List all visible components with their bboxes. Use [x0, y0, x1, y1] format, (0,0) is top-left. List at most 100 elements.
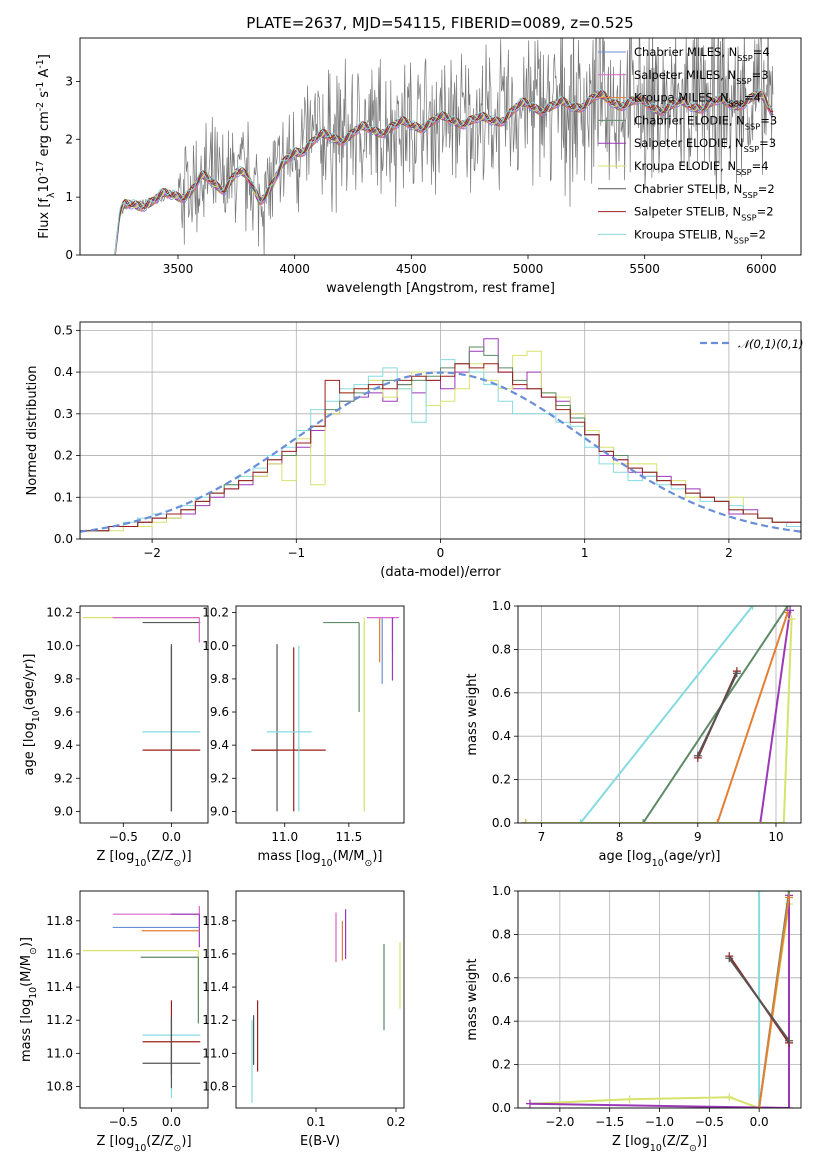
plus-marker: [785, 1036, 794, 1045]
axes-frame: [235, 890, 405, 1109]
mass-weight-line: [529, 895, 790, 1108]
gaussian-reference-line: [80, 371, 801, 533]
y-tick-label: 10.0: [46, 639, 73, 653]
x-tick-label: −0.5: [109, 1115, 138, 1129]
x-tick-label: 9: [694, 830, 702, 844]
mass-weight-plot: [521, 606, 796, 823]
x-tick-label: 1: [581, 546, 589, 560]
plus-marker: [786, 606, 795, 615]
plus-marker: [755, 1104, 764, 1108]
y-tick-label: 9.6: [210, 705, 229, 719]
y-tick-label: 1.0: [492, 599, 511, 613]
y-tick-label: 9.4: [54, 738, 73, 752]
y-tick-label: 0.0: [54, 532, 73, 546]
mass-weight-line: [525, 612, 789, 823]
x-tick-label: 0.0: [750, 1115, 769, 1129]
y-tick-label: 0.3: [54, 407, 73, 421]
y-tick-label: 10.2: [46, 606, 73, 620]
x-axis-label: Z [log10(Z/Z⊙)]: [96, 849, 191, 869]
x-tick-label: 0.1: [306, 1115, 325, 1129]
y-tick-label: 9.2: [54, 771, 73, 785]
plus-marker: [576, 819, 585, 823]
y-tick-label: 10.2: [202, 606, 229, 620]
x-tick-label: 3500: [163, 262, 194, 276]
y-tick-label: 9.0: [54, 804, 73, 818]
x-tick-label: 11.0: [271, 830, 298, 844]
y-tick-label: 9.8: [54, 672, 73, 686]
x-axis-label: mass [log10(M/M⊙)]: [258, 849, 383, 869]
x-tick-label: 10: [768, 830, 783, 844]
axes-frame: [235, 605, 405, 824]
axes-frame: [79, 37, 802, 256]
model-fit-line: [114, 89, 773, 255]
y-tick-label: 0.6: [492, 686, 511, 700]
observed-spectrum-line: [114, 38, 774, 255]
x-tick-label: −1.0: [645, 1115, 674, 1129]
spectrum-plot: [114, 38, 774, 255]
axes-layer: [76, 37, 802, 1112]
y-tick-label: 0.8: [492, 642, 511, 656]
plus-marker: [521, 819, 530, 823]
x-tick-label: 0.2: [386, 1115, 405, 1129]
legend-label: Chabrier MILES, NSSP=4: [634, 45, 770, 63]
x-tick-label: 5500: [629, 262, 660, 276]
y-tick-label: 9.8: [210, 672, 229, 686]
errorbar-plot: [251, 909, 401, 1104]
errorbar-plot: [82, 905, 201, 1099]
plus-marker: [625, 1095, 634, 1104]
y-tick-label: 10.0: [202, 639, 229, 653]
y-tick-label: 3: [65, 74, 73, 88]
y-axis-label: mass weight: [465, 958, 480, 1040]
y-tick-label: 0.4: [492, 1014, 511, 1028]
legend-label: 𝒩(0,1)(0,1): [738, 337, 804, 351]
y-tick-label: 11.4: [202, 980, 229, 994]
y-tick-label: 0.4: [54, 365, 73, 379]
axes-frame: [79, 321, 802, 540]
plus-marker: [779, 819, 788, 823]
y-tick-label: 10.8: [202, 1079, 229, 1093]
x-axis-label: wavelength [Angstrom, rest frame]: [326, 281, 555, 296]
x-tick-label: 8: [616, 830, 624, 844]
x-tick-label: 4000: [279, 262, 310, 276]
plus-marker: [748, 606, 757, 610]
plus-marker: [756, 819, 765, 823]
x-tick-label: 7: [538, 830, 546, 844]
x-axis-label: (data-model)/error: [380, 565, 501, 580]
plus-marker: [755, 891, 764, 895]
x-axis-label: Z [log10(Z/Z⊙)]: [612, 1134, 707, 1154]
histogram-step: [80, 363, 801, 539]
mass-weight-line: [696, 672, 738, 757]
mass-weight-line: [758, 897, 790, 1108]
legend-label: Kroupa MILES, NSSP=4: [634, 91, 761, 109]
legend-label: Kroupa STELIB, NSSP=2: [634, 227, 766, 245]
x-tick-label: 11.5: [335, 830, 362, 844]
y-axis-label: mass [log10(M/M⊙)]: [19, 937, 39, 1062]
y-tick-label: 0.4: [492, 729, 511, 743]
y-tick-label: 11.6: [46, 947, 73, 961]
axes-frame: [79, 605, 209, 824]
plus-marker: [725, 1093, 734, 1102]
plus-marker: [693, 751, 702, 760]
legend-label: Chabrier ELODIE, NSSP=3: [634, 113, 777, 131]
plus-marker: [725, 954, 734, 963]
y-tick-label: 0.2: [492, 1058, 511, 1072]
x-tick-label: 2: [725, 546, 733, 560]
y-tick-label: 1.0: [492, 884, 511, 898]
y-axis-label: Flux [fλ10-17 erg cm-2 s-1 A-1]: [35, 54, 57, 239]
plus-marker: [713, 819, 722, 823]
y-tick-label: 0.1: [54, 490, 73, 504]
plus-marker: [787, 615, 796, 624]
x-tick-label: 0: [437, 546, 445, 560]
mass-weight-plot: [525, 891, 794, 1108]
data-layer: [80, 38, 801, 1108]
axes-frame: [517, 890, 802, 1109]
grid-layer: [80, 322, 801, 1109]
y-tick-label: 0.0: [492, 816, 511, 830]
chart-title: PLATE=2637, MJD=54115, FIBERID=0089, z=0…: [246, 14, 633, 32]
y-tick-label: 2: [65, 132, 73, 146]
y-tick-label: 0.8: [492, 927, 511, 941]
y-tick-label: 0.0: [492, 1101, 511, 1115]
x-tick-label: −2: [143, 546, 161, 560]
legend-label: Kroupa ELODIE, NSSP=4: [634, 159, 769, 177]
